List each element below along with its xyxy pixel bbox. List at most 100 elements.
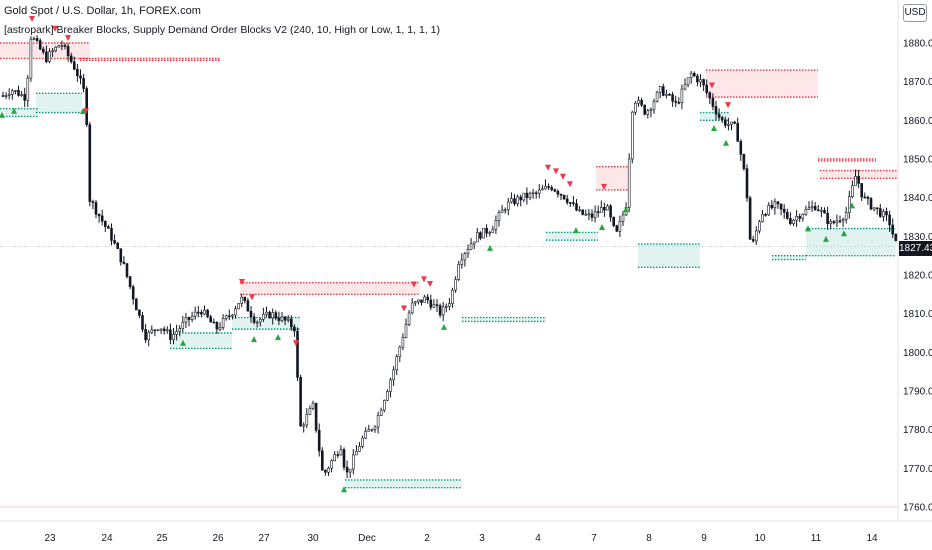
candle-body (795, 216, 798, 221)
price-tick-label: 1790.00 (903, 387, 932, 398)
candle-body (730, 121, 733, 125)
time-tick-label: 4 (535, 533, 541, 544)
candle-body (336, 454, 340, 456)
candle-body (568, 202, 572, 204)
candle-body (717, 113, 721, 118)
candle-body (596, 211, 600, 213)
candle-body (844, 212, 848, 220)
candle-body (826, 212, 829, 225)
candle-body (587, 213, 591, 216)
candle-body (758, 221, 761, 232)
candle-body (460, 259, 464, 265)
candle-body (699, 79, 702, 83)
demand-zone-fill (462, 317, 546, 322)
sell-marker (709, 82, 715, 89)
sell-marker (567, 181, 573, 188)
candle-body (7, 94, 11, 96)
candle-body (847, 196, 851, 213)
candle-body (441, 306, 445, 316)
candle-body (82, 77, 85, 89)
candle-body (181, 321, 185, 329)
candle-body (457, 264, 461, 280)
price-tick-label: 1800.00 (903, 348, 932, 359)
candle-body (283, 316, 287, 321)
buy-marker (180, 339, 186, 346)
candle-body (891, 224, 895, 235)
candle-body (875, 207, 879, 210)
price-tick-label: 1840.00 (903, 193, 932, 204)
candle-body (649, 108, 653, 111)
candle-body (113, 240, 116, 244)
sell-marker (249, 294, 255, 301)
time-tick-label: 24 (101, 533, 113, 544)
candle-body (51, 50, 54, 53)
candle-body (742, 154, 746, 169)
candle-body (314, 402, 318, 431)
candle-body (534, 192, 538, 195)
candle-body (882, 211, 885, 217)
candle-body (231, 314, 234, 317)
candle-body (516, 196, 519, 205)
candle-body (860, 183, 864, 198)
candle-body (748, 197, 752, 240)
candle-body (351, 454, 355, 470)
candle-body (125, 263, 129, 277)
demand-zone-fill (638, 244, 700, 268)
candle-body (317, 429, 321, 452)
candle-body (770, 204, 774, 209)
supply-zone-fill (596, 166, 628, 190)
candle-body (94, 202, 98, 215)
candle-body (878, 208, 882, 217)
candle-body (330, 460, 333, 469)
time-tick-label: 27 (258, 533, 270, 544)
price-tick-label: 1860.00 (903, 116, 932, 127)
indicator-title[interactable]: [astropark] Breaker Blocks, Supply Deman… (4, 24, 440, 36)
candle-body (237, 303, 240, 310)
supply-zone-fill (818, 159, 876, 161)
candle-body (60, 45, 64, 47)
candle-body (692, 73, 696, 77)
candle-body (816, 209, 820, 212)
candle-body (386, 391, 389, 401)
candle-body (255, 321, 259, 324)
candle-body (147, 332, 150, 341)
candle-body (469, 243, 473, 250)
buy-marker (251, 336, 257, 343)
candle-body (463, 253, 467, 261)
candle-body (863, 196, 867, 199)
candle-body (141, 315, 144, 330)
candle-body (668, 93, 671, 96)
demand-zone-fill (806, 228, 896, 256)
candle-body (200, 312, 203, 315)
candle-body (810, 206, 814, 209)
candle-body (643, 104, 647, 115)
candle-body (66, 46, 70, 57)
candle-body (373, 426, 377, 430)
candle-body (240, 296, 243, 304)
candle-body (392, 369, 395, 381)
candle-body (593, 211, 597, 218)
candle-body (792, 219, 795, 224)
candle-body (683, 84, 687, 90)
candle-body (289, 318, 293, 328)
candle-body (413, 301, 417, 304)
candle-body (252, 316, 256, 323)
time-tick-label: 3 (479, 533, 485, 544)
candle-body (435, 304, 439, 306)
candle-body (888, 214, 891, 226)
candle-body (466, 249, 470, 254)
currency-badge[interactable]: USD (903, 4, 927, 22)
candle-body (110, 228, 113, 241)
candle-body (789, 218, 792, 224)
candle-body (88, 124, 92, 202)
candle-body (581, 209, 585, 215)
candle-body (590, 213, 594, 218)
candle-body (776, 201, 780, 205)
candle-body (754, 230, 758, 242)
buy-marker (487, 244, 493, 251)
demand-zone-fill (170, 333, 232, 349)
candle-body (417, 299, 420, 303)
buy-marker (849, 202, 855, 209)
candle-body (482, 227, 485, 239)
